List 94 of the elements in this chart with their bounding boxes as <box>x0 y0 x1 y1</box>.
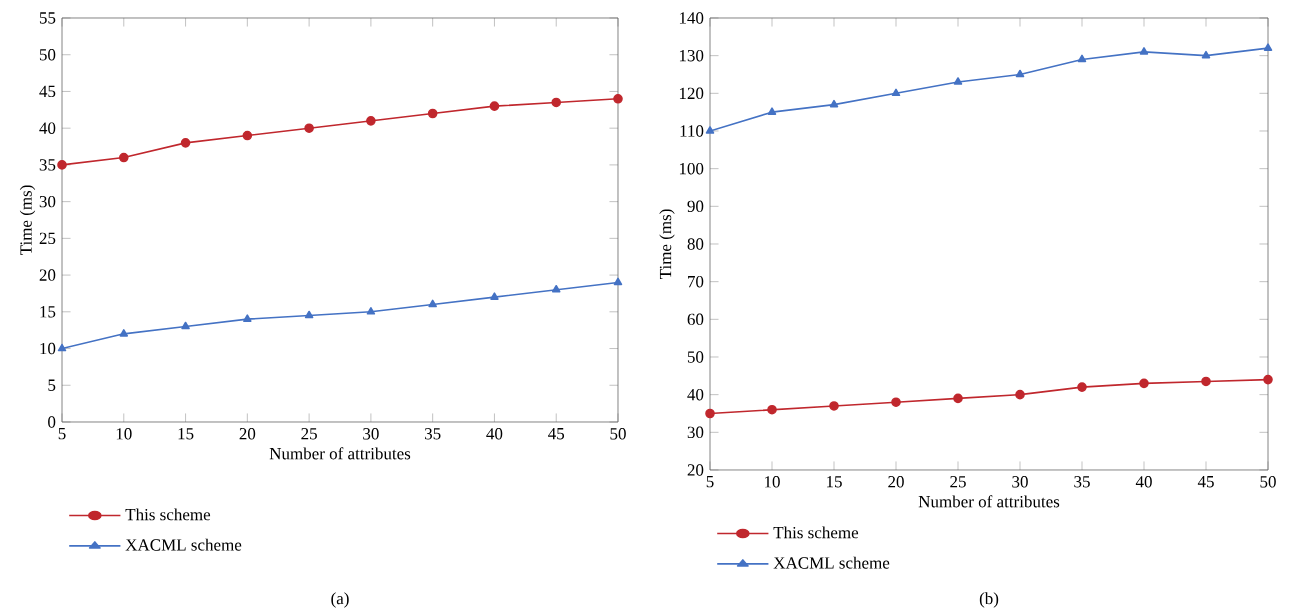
y-tick-label: 40 <box>39 122 56 134</box>
x-tick-label: 30 <box>363 428 379 440</box>
x-tick-label: 15 <box>827 476 842 488</box>
x-tick-label: 25 <box>301 428 317 440</box>
x-tick-label: 10 <box>765 476 780 488</box>
y-tick-label: 45 <box>39 85 56 98</box>
point <box>829 99 839 108</box>
x-tick-label: 5 <box>706 476 714 488</box>
point <box>613 94 623 104</box>
x-tick-label: 20 <box>239 428 256 440</box>
point <box>427 108 438 119</box>
y-tick-label: 140 <box>679 12 704 24</box>
y-axis-title: Time (ms) <box>659 209 675 280</box>
x-tick-label: 45 <box>548 428 565 440</box>
point <box>1139 378 1149 389</box>
legend-label: XACML scheme <box>773 556 890 569</box>
x-tick-label: 35 <box>1074 476 1090 488</box>
point <box>1201 376 1211 387</box>
point <box>829 401 839 411</box>
point <box>242 130 253 141</box>
x-tick-label: 5 <box>58 428 66 440</box>
y-tick-label: 15 <box>40 306 56 318</box>
x-tick-label: 10 <box>116 428 132 440</box>
point <box>118 152 129 163</box>
x-tick-label: 15 <box>178 428 194 440</box>
x-tick-label: 45 <box>1197 476 1214 488</box>
point <box>705 126 715 134</box>
y-tick-label: 10 <box>40 342 56 355</box>
y-tick-label: 80 <box>687 238 704 250</box>
y-axis-title: Time (ms) <box>19 185 36 256</box>
x-tick-label: 35 <box>424 428 441 440</box>
y-tick-label: 110 <box>680 125 704 137</box>
x-tick-label: 25 <box>950 476 966 488</box>
point <box>181 321 190 330</box>
x-tick-label: 40 <box>486 428 503 440</box>
point <box>180 138 191 148</box>
point <box>1015 69 1025 78</box>
y-tick-label: 25 <box>39 232 56 245</box>
y-tick-label: 130 <box>679 49 704 62</box>
y-tick-label: 5 <box>48 379 56 391</box>
point <box>1263 374 1273 385</box>
y-tick-label: 50 <box>687 351 704 363</box>
point <box>953 77 963 85</box>
point <box>57 160 67 170</box>
x-axis-title: Number of attributes <box>269 447 411 460</box>
legend-label: This scheme <box>773 526 859 539</box>
y-tick-label: 100 <box>679 162 704 175</box>
y-tick-label: 50 <box>39 49 56 61</box>
x-tick-label: 40 <box>1135 476 1152 488</box>
y-tick-label: 0 <box>48 416 56 428</box>
y-tick-label: 70 <box>688 275 704 288</box>
x-tick-label: 50 <box>1260 476 1276 488</box>
x-tick-label: 50 <box>610 428 626 440</box>
point <box>891 88 901 97</box>
x-tick-label: 20 <box>888 476 904 488</box>
y-tick-label: 40 <box>687 388 704 401</box>
legend-label: XACML scheme <box>125 538 242 551</box>
y-tick-label: 20 <box>39 269 56 281</box>
y-tick-label: 120 <box>679 87 704 100</box>
point <box>551 97 562 108</box>
point <box>304 123 314 133</box>
point <box>613 277 623 286</box>
y-tick-label: 55 <box>39 12 56 24</box>
y-tick-label: 20 <box>687 464 704 476</box>
point <box>953 393 963 404</box>
point <box>1139 47 1149 55</box>
legend-label: This scheme <box>125 508 211 521</box>
point <box>490 292 499 300</box>
point <box>705 408 715 419</box>
point <box>1077 54 1087 63</box>
text: (a) <box>331 592 349 608</box>
point <box>489 101 500 111</box>
text: (b) <box>979 592 999 608</box>
point <box>1015 389 1025 400</box>
y-tick-label: 30 <box>39 195 56 208</box>
point <box>243 314 252 322</box>
point <box>767 404 777 415</box>
point <box>304 310 314 319</box>
point <box>891 397 901 407</box>
point <box>551 284 561 293</box>
point <box>366 116 376 126</box>
point <box>57 343 67 352</box>
y-tick-label: 90 <box>687 200 704 213</box>
point <box>1077 382 1087 392</box>
y-tick-label: 60 <box>687 313 704 326</box>
point <box>119 329 129 337</box>
point <box>366 307 376 315</box>
point <box>428 299 437 308</box>
point <box>1201 50 1211 59</box>
x-tick-label: 30 <box>1012 476 1028 488</box>
y-tick-label: 35 <box>39 159 56 171</box>
point <box>1263 43 1273 51</box>
x-axis-title: Number of attributes <box>918 495 1060 508</box>
point <box>767 107 777 115</box>
